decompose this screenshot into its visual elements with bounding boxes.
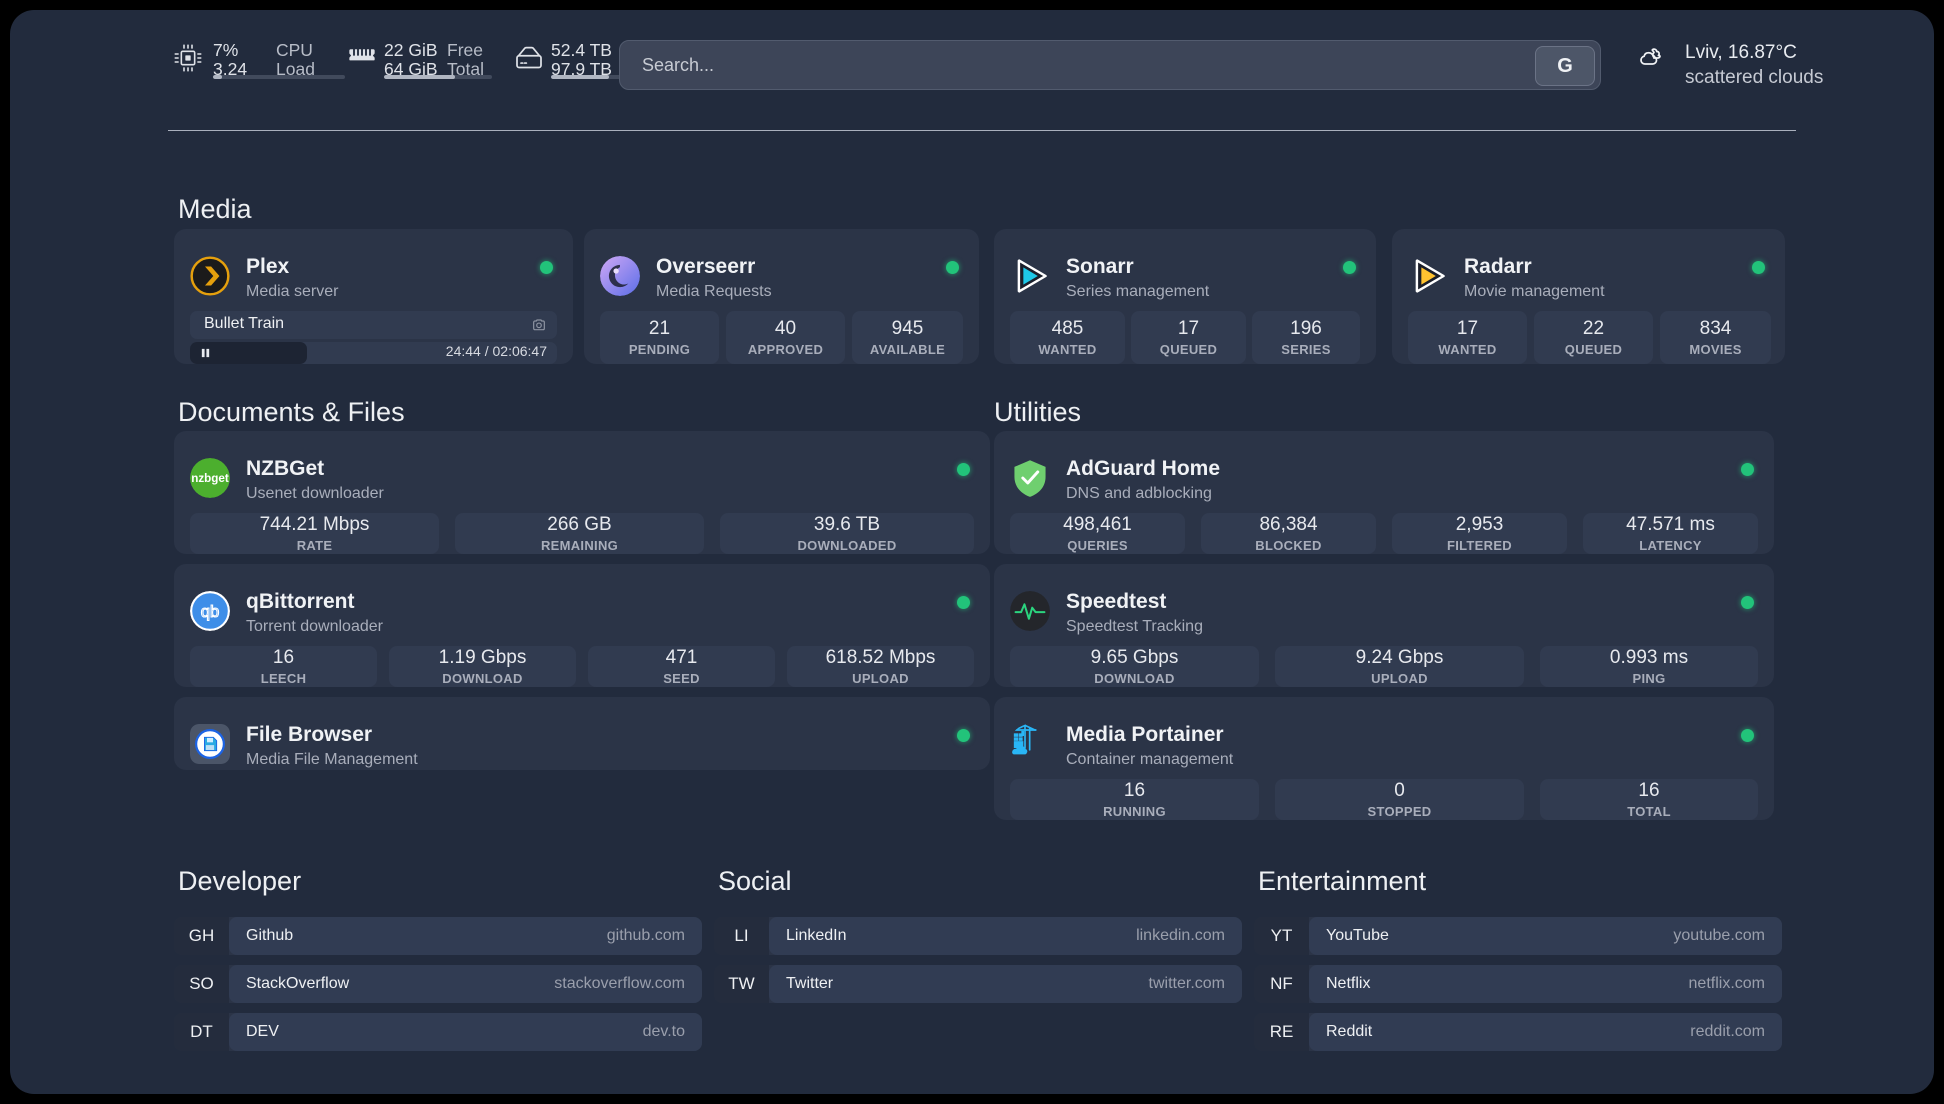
svg-text:nzbget: nzbget	[191, 472, 229, 485]
svg-text:qb: qb	[201, 602, 220, 621]
